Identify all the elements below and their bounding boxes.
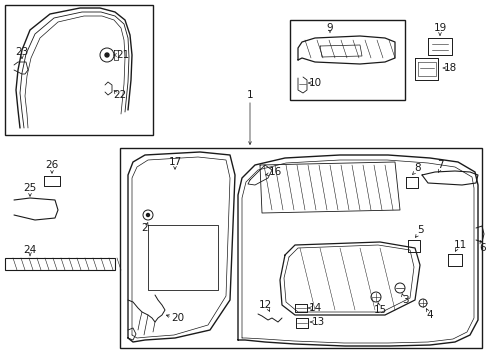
Text: 25: 25 [23,183,37,193]
Text: 26: 26 [45,160,59,170]
Text: 13: 13 [311,317,324,327]
Text: 15: 15 [373,305,386,315]
Bar [289,20,404,100]
Bar [5,258,115,270]
Circle shape [146,213,149,216]
Bar [120,148,481,348]
Text: 23: 23 [15,47,29,57]
Text: 6: 6 [479,243,486,253]
Text: 10: 10 [308,78,321,88]
Text: 8: 8 [414,163,421,173]
Text: 20: 20 [171,313,184,323]
Text: 14: 14 [308,303,321,313]
Circle shape [105,53,109,57]
Text: 17: 17 [168,157,181,167]
Text: 5: 5 [416,225,423,235]
Text: 2: 2 [142,223,148,233]
Text: 21: 21 [116,50,129,60]
Text: 22: 22 [113,90,126,100]
Text: 11: 11 [452,240,466,250]
Text: 16: 16 [268,167,281,177]
Text: 18: 18 [443,63,456,73]
Text: 12: 12 [258,300,271,310]
Text: 24: 24 [23,245,37,255]
Text: 19: 19 [432,23,446,33]
Text: 7: 7 [436,160,443,170]
Bar [5,5,153,135]
Text: 4: 4 [426,310,432,320]
Text: 9: 9 [326,23,333,33]
Text: 1: 1 [246,90,253,100]
Text: 3: 3 [401,295,407,305]
